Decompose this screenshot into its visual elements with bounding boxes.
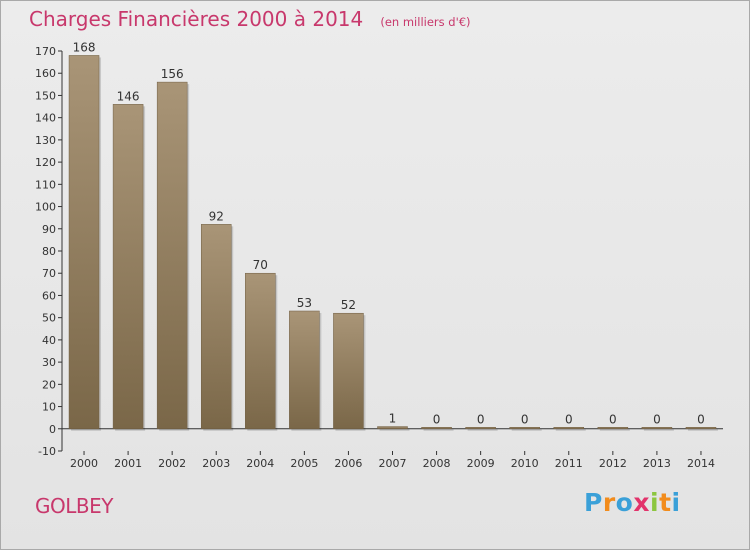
proxiti-logo: Proxiti	[584, 488, 681, 517]
bar	[156, 81, 188, 430]
data-label: 92	[209, 209, 224, 223]
y-tick-label: 150	[35, 89, 56, 102]
logo-letter: i	[650, 488, 660, 517]
x-tick-label: 2008	[423, 457, 451, 470]
chart-axes: -100102030405060708090100110120130140150…	[35, 45, 723, 470]
bar	[112, 104, 144, 430]
logo-letter: x	[633, 488, 650, 517]
y-tick-label: 40	[42, 334, 56, 347]
data-label: 0	[653, 412, 661, 426]
x-tick-label: 2011	[555, 457, 583, 470]
data-label: 1	[389, 412, 397, 426]
y-tick-label: 30	[42, 356, 56, 369]
bar-shadow	[599, 429, 630, 431]
x-tick-label: 2003	[202, 457, 230, 470]
y-tick-label: 0	[49, 423, 56, 436]
bar	[685, 427, 717, 430]
x-tick-label: 2001	[114, 457, 142, 470]
bar-shadow	[643, 429, 674, 431]
y-tick-label: 10	[42, 401, 56, 414]
data-label: 0	[521, 412, 529, 426]
bar	[245, 272, 276, 430]
logo-letter: r	[602, 488, 616, 517]
bar	[553, 427, 585, 430]
logo-letter: P	[584, 488, 603, 517]
x-tick-label: 2006	[334, 457, 362, 470]
bar	[421, 427, 452, 430]
bar	[68, 55, 100, 430]
y-tick-label: 170	[35, 45, 56, 58]
y-tick-label: 140	[35, 112, 56, 125]
bar	[641, 427, 673, 430]
y-tick-label: 60	[42, 289, 56, 302]
data-label: 70	[253, 258, 268, 272]
bar	[377, 426, 408, 430]
y-tick-label: 110	[35, 178, 56, 191]
bar-shadow	[555, 429, 586, 431]
data-label: 52	[341, 298, 356, 312]
bar-shadow	[423, 429, 454, 431]
x-tick-label: 2007	[379, 457, 407, 470]
data-label: 0	[433, 412, 441, 426]
bar	[509, 427, 540, 430]
x-tick-label: 2012	[599, 457, 627, 470]
data-label: 0	[565, 412, 573, 426]
x-tick-label: 2013	[643, 457, 671, 470]
y-tick-label: 80	[42, 245, 56, 258]
y-tick-label: 90	[42, 223, 56, 236]
x-tick-label: 2000	[70, 457, 98, 470]
chart-bars	[68, 55, 718, 431]
x-tick-label: 2009	[467, 457, 495, 470]
bar-shadow	[511, 429, 542, 431]
chart-header: Charges Financières 2000 à 2014 (en mill…	[29, 7, 471, 31]
logo-letter: t	[659, 488, 672, 517]
bar-shadow	[379, 428, 410, 431]
bar	[597, 427, 629, 430]
data-label: 156	[161, 67, 184, 81]
bar-shadow	[467, 429, 498, 431]
data-label: 0	[697, 412, 705, 426]
data-label: 0	[477, 412, 485, 426]
y-tick-label: 50	[42, 312, 56, 325]
bar-shadow	[687, 429, 718, 431]
y-tick-label: 160	[35, 67, 56, 80]
bar	[289, 310, 320, 430]
logo-letter: o	[615, 488, 634, 517]
data-label: 0	[609, 412, 617, 426]
bar	[465, 427, 496, 430]
y-tick-label: 70	[42, 267, 56, 280]
y-tick-label: 120	[35, 156, 56, 169]
chart-title: Charges Financières 2000 à 2014	[29, 7, 364, 31]
bar	[200, 224, 232, 430]
data-label: 168	[73, 40, 96, 54]
data-label: 53	[297, 296, 312, 310]
chart-data-labels: 168 146 156 92 70 53 52 1 0 0 0 0 0 0 0	[73, 40, 705, 426]
x-tick-label: 2002	[158, 457, 186, 470]
commune-name: GOLBEY	[35, 494, 113, 518]
data-label: 146	[117, 89, 140, 103]
logo-letter: i	[671, 488, 681, 517]
y-tick-label: 130	[35, 134, 56, 147]
x-tick-label: 2004	[246, 457, 274, 470]
y-tick-label: 20	[42, 378, 56, 391]
x-tick-label: 2005	[290, 457, 318, 470]
y-tick-label: -10	[38, 445, 56, 458]
x-tick-label: 2014	[687, 457, 715, 470]
chart-subtitle: (en milliers d'€)	[380, 15, 471, 29]
x-tick-label: 2010	[511, 457, 539, 470]
y-tick-label: 100	[35, 201, 56, 214]
bar	[333, 312, 364, 430]
